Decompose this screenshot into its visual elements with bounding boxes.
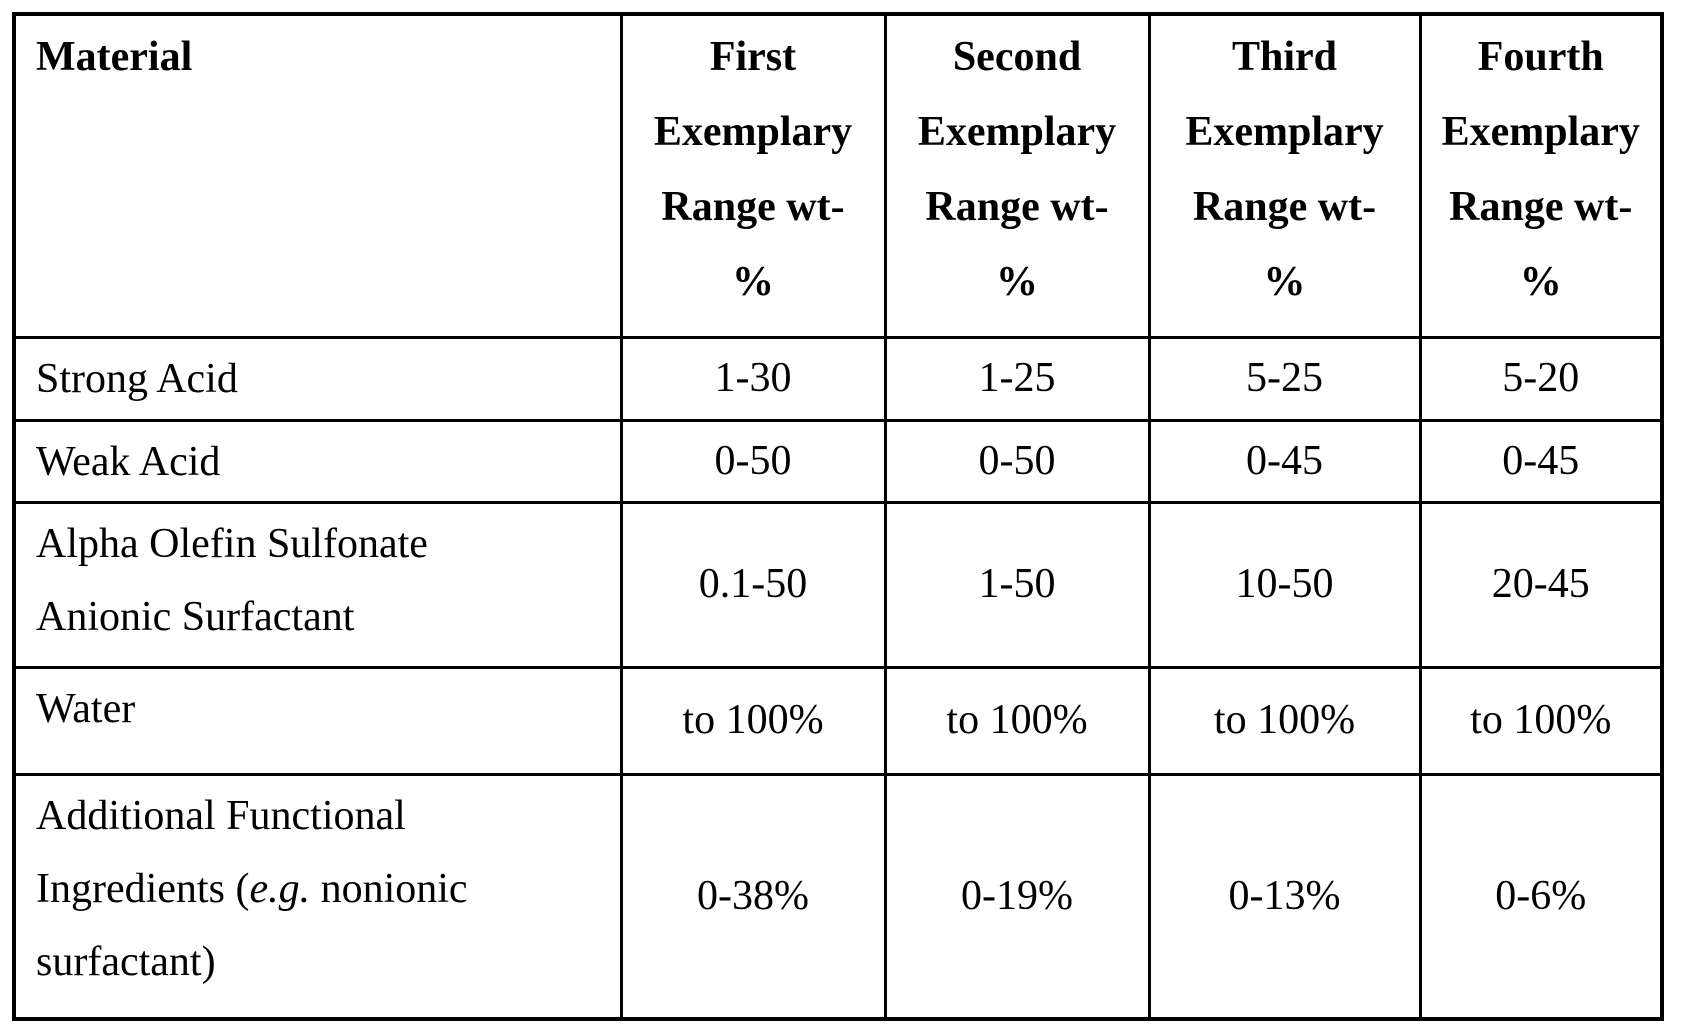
value-cell: to 100% [1418, 665, 1664, 776]
material-cell: Alpha Olefin Sulfonate Anionic Surfactan… [12, 500, 623, 669]
value-cell: 5-25 [1147, 335, 1422, 422]
value-cell: 1-30 [619, 335, 887, 422]
header-cell-material: Material [12, 12, 623, 339]
value-cell: 0.1-50 [619, 500, 887, 669]
material-label-part: Ingredients ( [36, 865, 250, 912]
material-label: Ingredients (e.g. nonionic [36, 853, 608, 926]
table-header-row: Material First Exemplary Range wt- % Sec… [12, 12, 1664, 339]
header-material-label: Material [36, 34, 193, 80]
material-label: Alpha Olefin Sulfonate [36, 520, 428, 567]
value-cell: 0-45 [1418, 418, 1664, 504]
value-cell: 5-20 [1418, 335, 1664, 422]
header-line: Range wt- [1449, 184, 1633, 230]
material-cell: Additional Functional Ingredients (e.g. … [12, 772, 623, 1021]
header-line: Exemplary [1185, 109, 1384, 155]
value-cell: 0-45 [1147, 418, 1422, 504]
material-label: Weak Acid [36, 438, 221, 485]
header-line: % [1519, 259, 1562, 305]
header-line: Third [1231, 34, 1338, 80]
value-cell: 0-50 [619, 418, 887, 504]
header-cell-first-range: First Exemplary Range wt- % [619, 12, 887, 339]
material-label-part: nonionic [310, 865, 468, 912]
header-line: % [1263, 259, 1306, 305]
header-line: First [709, 34, 797, 80]
material-cell: Water [12, 665, 623, 776]
table-row-alpha-olefin-sulfonate: Alpha Olefin Sulfonate Anionic Surfactan… [12, 500, 1664, 669]
value-cell: 10-50 [1147, 500, 1422, 669]
material-label-italic-part: e.g. [249, 865, 311, 912]
material-label: Water [36, 685, 136, 732]
table-row-strong-acid: Strong Acid 1-30 1-25 5-25 5-20 [12, 335, 1664, 422]
header-line: Exemplary [917, 109, 1117, 155]
header-cell-second-range: Second Exemplary Range wt- % [883, 12, 1151, 339]
header-line: % [996, 259, 1038, 305]
value-cell: to 100% [1147, 665, 1422, 776]
header-cell-fourth-range: Fourth Exemplary Range wt- % [1418, 12, 1664, 339]
value-cell: to 100% [883, 665, 1151, 776]
value-cell: 0-38% [619, 772, 887, 1021]
table-row-weak-acid: Weak Acid 0-50 0-50 0-45 0-45 [12, 418, 1664, 504]
material-cell: Weak Acid [12, 418, 623, 504]
header-line: % [732, 259, 774, 305]
header-line: Fourth [1477, 34, 1604, 80]
table-row-additional-functional-ingredients: Additional Functional Ingredients (e.g. … [12, 772, 1664, 1021]
value-cell: 0-19% [883, 772, 1151, 1021]
value-cell: 0-6% [1418, 772, 1664, 1021]
header-line: Exemplary [1441, 109, 1640, 155]
table-row-water: Water to 100% to 100% to 100% to 100% [12, 665, 1664, 776]
value-cell: 0-13% [1147, 772, 1422, 1021]
header-line: Range wt- [925, 184, 1109, 230]
exemplary-ranges-table: Material First Exemplary Range wt- % Sec… [12, 12, 1664, 1021]
header-line: Exemplary [653, 109, 853, 155]
header-cell-third-range: Third Exemplary Range wt- % [1147, 12, 1422, 339]
material-label: Additional Functional [36, 792, 406, 839]
header-line: Range wt- [661, 184, 845, 230]
header-line: Range wt- [1192, 184, 1377, 230]
value-cell: 1-50 [883, 500, 1151, 669]
value-cell: to 100% [619, 665, 887, 776]
material-label: Anionic Surfactant [36, 593, 355, 640]
value-cell: 0-50 [883, 418, 1151, 504]
header-line: Second [952, 34, 1082, 80]
material-cell: Strong Acid [12, 335, 623, 422]
material-label: surfactant) [36, 938, 216, 985]
value-cell: 1-25 [883, 335, 1151, 422]
value-cell: 20-45 [1418, 500, 1664, 669]
material-label: Strong Acid [36, 355, 238, 402]
